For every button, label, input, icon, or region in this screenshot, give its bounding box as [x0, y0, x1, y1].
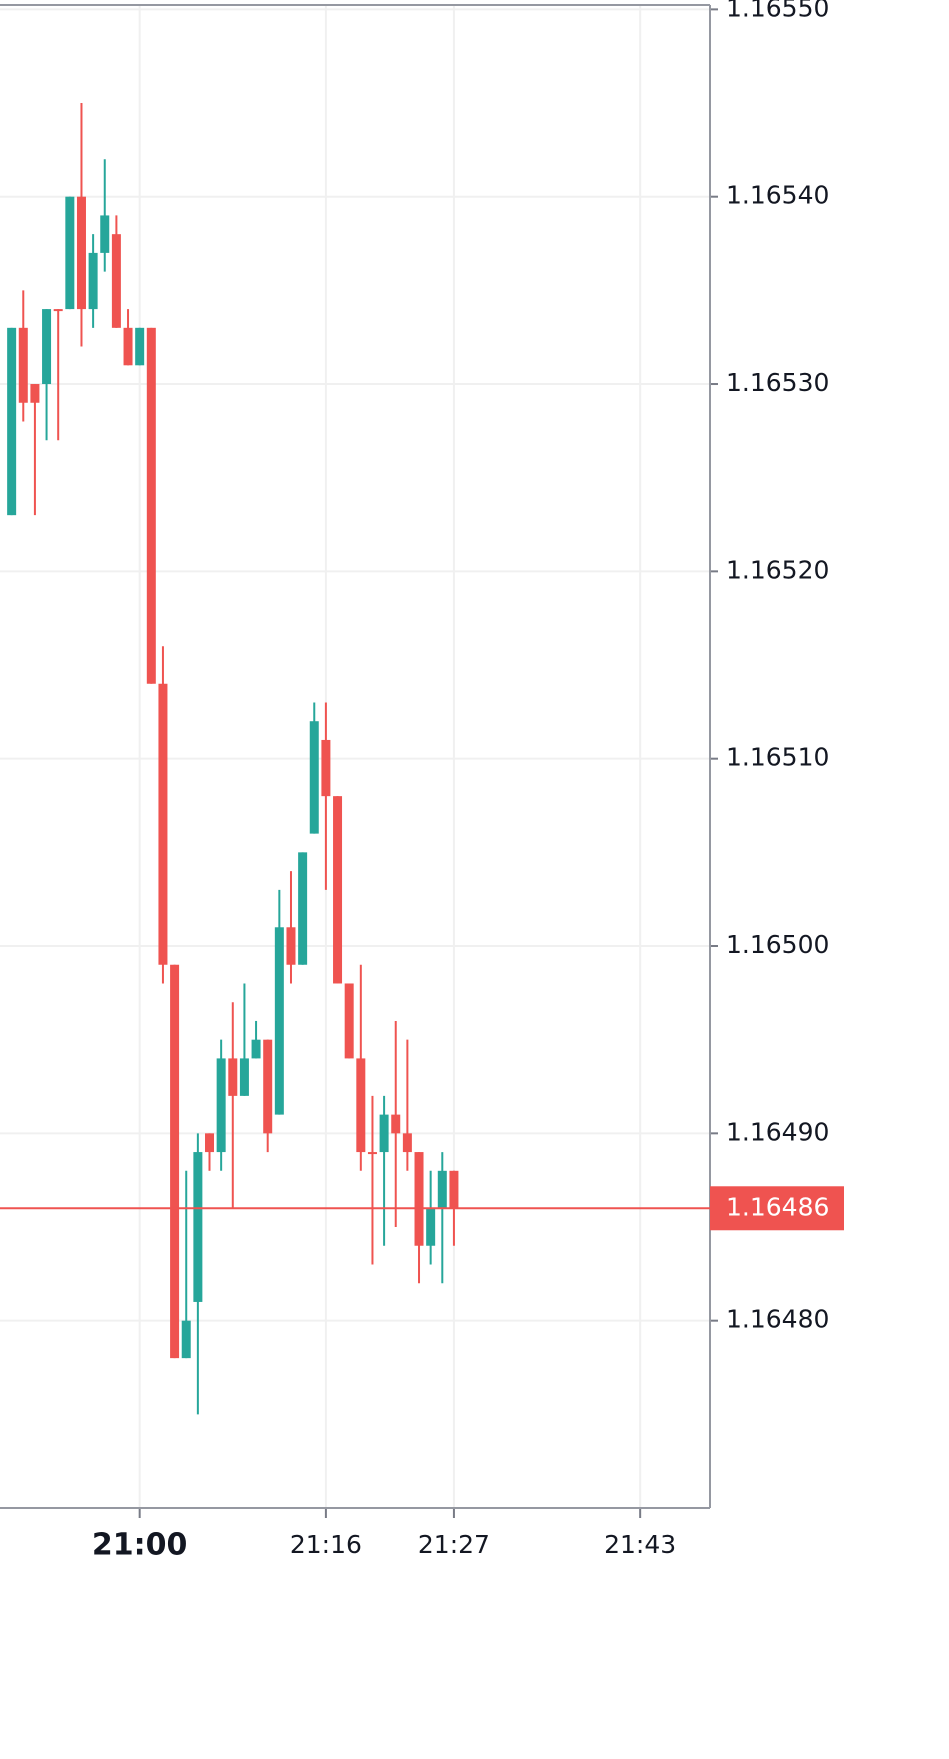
- candle-body: [391, 1114, 401, 1134]
- candle-body: [251, 1039, 261, 1059]
- candle-body: [170, 964, 180, 1359]
- x-tick-label: 21:27: [418, 1530, 490, 1559]
- candle-body: [216, 1058, 226, 1153]
- candle-body: [181, 1320, 191, 1359]
- candle-body: [158, 683, 168, 965]
- y-tick-label: 1.16500: [726, 930, 829, 959]
- candle-body: [7, 327, 17, 516]
- candle-body: [356, 1058, 366, 1153]
- x-tick-label: 21:43: [604, 1530, 676, 1559]
- candle-body: [333, 796, 343, 984]
- candle-body: [100, 215, 110, 253]
- candle-body: [274, 927, 284, 1115]
- candle-body: [437, 1170, 447, 1209]
- x-tick-label: 21:00: [92, 1528, 188, 1563]
- candle-body: [309, 721, 319, 834]
- candle-body: [135, 327, 145, 366]
- candle-body: [53, 309, 63, 312]
- candle-body: [263, 1039, 273, 1134]
- last-price-badge: [710, 1186, 844, 1231]
- candle-body: [88, 252, 98, 310]
- y-tick-label: 1.16510: [726, 743, 829, 772]
- y-tick-label: 1.16530: [726, 368, 829, 397]
- candle-body: [414, 1152, 424, 1246]
- candle-body: [18, 327, 28, 403]
- candle-body: [379, 1114, 389, 1153]
- candle-body: [30, 384, 40, 403]
- candle-body: [228, 1058, 238, 1096]
- y-tick-label: 1.16540: [726, 181, 829, 210]
- y-tick-label: 1.16480: [726, 1305, 829, 1334]
- candle-body: [402, 1133, 412, 1153]
- x-tick-label: 21:16: [290, 1530, 362, 1559]
- y-tick-label: 1.16520: [726, 555, 829, 584]
- candle-body: [298, 852, 308, 965]
- candle-body: [146, 327, 156, 684]
- candle-body: [205, 1133, 215, 1153]
- y-tick-label: 1.16490: [726, 1117, 829, 1146]
- candle-body: [239, 1058, 249, 1096]
- candle-body: [367, 1152, 377, 1155]
- y-tick-label: 1.16550: [726, 0, 829, 22]
- candle-body: [449, 1170, 459, 1209]
- candle-body: [76, 196, 86, 310]
- candle-body: [65, 196, 75, 310]
- candle-body: [123, 327, 133, 366]
- candle-body: [286, 927, 296, 965]
- candle-body: [426, 1208, 436, 1246]
- candle-body: [321, 739, 331, 797]
- candle-body: [193, 1152, 203, 1302]
- candle-body: [111, 234, 121, 328]
- candle-body: [42, 309, 52, 385]
- candle-body: [344, 983, 354, 1059]
- last-price-label: 1.16486: [726, 1192, 829, 1221]
